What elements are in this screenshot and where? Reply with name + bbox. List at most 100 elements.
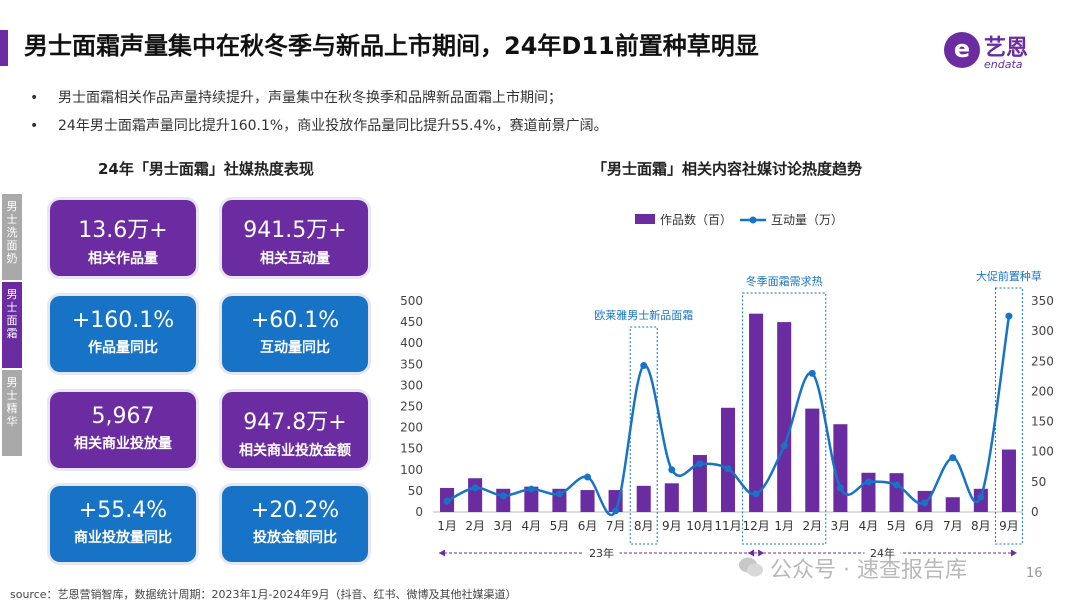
left-panel-title: 24年「男士面霜」社媒热度表现 xyxy=(98,160,314,178)
x-tick-label: 3月 xyxy=(493,519,513,533)
metric-label: 相关商业投放金额 xyxy=(239,443,351,459)
line-point xyxy=(893,481,901,489)
x-tick-label: 8月 xyxy=(971,519,991,533)
watermark: 公众号 · 速查报告库 xyxy=(770,558,967,583)
legend-label: 作品数（百） xyxy=(660,212,732,227)
line-point xyxy=(752,490,760,498)
page-number: 16 xyxy=(1026,566,1043,581)
tab-essence[interactable]: 男士精华 xyxy=(2,370,22,456)
metric-card: 13.6万+ 相关作品量 xyxy=(50,200,196,276)
y-left-tick-label: 250 xyxy=(400,400,423,414)
line-point xyxy=(977,493,985,501)
x-tick-label: 8月 xyxy=(634,519,654,533)
tab-face-cream[interactable]: 男士面霜 xyxy=(2,282,22,368)
bar xyxy=(468,478,483,512)
bar xyxy=(889,473,904,512)
x-tick-label: 3月 xyxy=(831,519,851,533)
x-tick-label: 9月 xyxy=(662,519,682,533)
metric-value: +55.4% xyxy=(78,498,168,523)
logo-icon: e xyxy=(944,32,980,68)
metric-card: 941.5万+ 相关互动量 xyxy=(222,200,368,276)
line-point xyxy=(471,484,479,492)
metric-value: +160.1% xyxy=(71,308,175,333)
bar xyxy=(945,497,960,512)
y-left-tick-label: 500 xyxy=(400,294,423,308)
bar xyxy=(777,322,792,512)
metric-value: 941.5万+ xyxy=(243,218,347,243)
metric-label: 相关商业投放量 xyxy=(74,436,172,452)
year-arrow-left xyxy=(439,549,445,557)
page-title: 男士面霜声量集中在秋冬季与新品上市期间，24年D11前置种草明显 xyxy=(24,32,759,60)
bar xyxy=(664,483,679,512)
source-note: source：艺恩营销智库，数据统计周期：2023年1月-2024年9月（抖音、… xyxy=(10,588,517,601)
bar xyxy=(805,408,820,512)
metric-value: 5,967 xyxy=(91,404,155,429)
y-left-tick-label: 400 xyxy=(400,336,423,350)
logo-subtext: endata xyxy=(984,58,1023,71)
y-right-tick-label: 200 xyxy=(1031,384,1054,398)
y-left-tick-label: 450 xyxy=(400,315,423,329)
x-tick-label: 7月 xyxy=(606,519,626,533)
x-tick-label: 2月 xyxy=(802,519,822,533)
line-point xyxy=(808,369,816,377)
y-left-tick-label: 200 xyxy=(400,421,423,435)
metric-card: +55.4% 商业投放量同比 xyxy=(50,486,196,562)
legend-bar-swatch xyxy=(635,214,655,224)
bullet-item: 24年男士面霜声量同比提升160.1%，商业投放作品量同比提升55.4%，赛道前… xyxy=(30,112,1030,140)
bar xyxy=(1001,449,1016,512)
year-arrow-right xyxy=(758,549,765,557)
y-right-tick-label: 250 xyxy=(1031,354,1054,368)
x-tick-label: 4月 xyxy=(522,519,542,533)
y-right-tick-label: 350 xyxy=(1031,294,1054,308)
x-tick-label: 1月 xyxy=(437,519,457,533)
metric-card: +60.1% 互动量同比 xyxy=(222,296,368,372)
bar xyxy=(749,313,764,512)
line-point xyxy=(696,460,704,468)
legend-label: 互动量（万） xyxy=(771,213,843,227)
metric-label: 相关互动量 xyxy=(260,251,330,267)
x-tick-label: 5月 xyxy=(887,519,907,533)
x-tick-label: 5月 xyxy=(550,519,570,533)
annotation-label: 大促前置种草 xyxy=(976,269,1042,283)
metric-value: 947.8万+ xyxy=(243,410,347,435)
bar xyxy=(524,486,539,512)
year-label: 23年 xyxy=(589,546,614,560)
y-left-tick-label: 350 xyxy=(400,357,423,371)
line-point xyxy=(780,442,788,450)
metric-card: 947.8万+ 相关商业投放金额 xyxy=(222,392,368,468)
line-point xyxy=(921,499,929,507)
brand-logo: e 艺恩 endata xyxy=(944,30,1054,74)
x-tick-label: 6月 xyxy=(915,519,935,533)
x-tick-label: 1月 xyxy=(774,519,794,533)
x-tick-label: 2月 xyxy=(465,519,485,533)
legend-line-marker xyxy=(749,216,757,224)
line-point xyxy=(555,490,563,498)
wechat-icon xyxy=(739,557,763,577)
line-point xyxy=(527,485,535,493)
line-point xyxy=(864,478,872,486)
bar xyxy=(636,485,651,512)
y-right-tick-label: 100 xyxy=(1031,445,1054,459)
metric-value: +60.1% xyxy=(250,308,340,333)
line-point xyxy=(1005,312,1013,320)
y-left-tick-label: 50 xyxy=(408,484,423,498)
metric-label: 商业投放量同比 xyxy=(74,530,172,546)
metric-value: 13.6万+ xyxy=(78,218,168,243)
line-point xyxy=(949,454,957,462)
x-tick-label: 10月 xyxy=(686,519,713,533)
year-label-bg xyxy=(583,544,620,562)
y-left-tick-label: 300 xyxy=(400,378,423,392)
line-point xyxy=(640,362,648,370)
line-point xyxy=(668,466,676,474)
tab-face-wash[interactable]: 男士洗面奶 xyxy=(2,194,22,280)
line-point xyxy=(836,484,844,492)
line-point xyxy=(443,497,451,505)
metric-card: +160.1% 作品量同比 xyxy=(50,296,196,372)
metric-label: 投放金额同比 xyxy=(253,530,337,546)
summary-bullets: 男士面霜相关作品声量持续提升，声量集中在秋冬换季和品牌新品面霜上市期间； 24年… xyxy=(30,84,1030,140)
y-right-tick-label: 50 xyxy=(1031,475,1046,489)
year-arrow-left xyxy=(748,549,755,557)
metric-label: 互动量同比 xyxy=(260,340,330,356)
annotation-label: 冬季面霜需求热 xyxy=(746,274,823,288)
bullet-item: 男士面霜相关作品声量持续提升，声量集中在秋冬换季和品牌新品面霜上市期间； xyxy=(30,84,1030,112)
